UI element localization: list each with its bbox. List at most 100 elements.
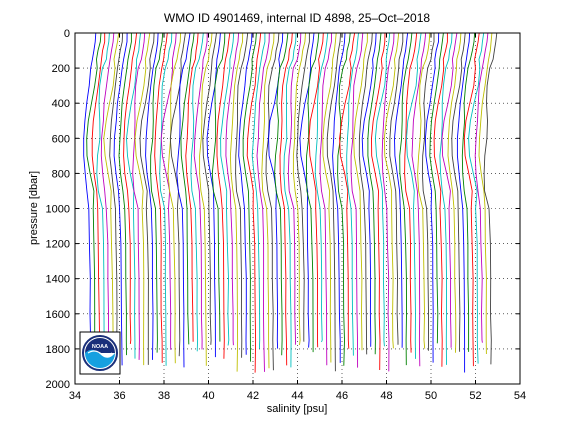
profile-line [167, 33, 182, 364]
profile-line [238, 33, 253, 355]
profile-line [296, 33, 310, 342]
profile-line [229, 33, 244, 372]
x-tick-label: 48 [380, 390, 392, 402]
y-tick-label: 1600 [46, 309, 70, 321]
profile-line [261, 33, 275, 369]
profile-line [361, 33, 377, 347]
profile-line [169, 33, 186, 357]
profile-line [429, 33, 444, 344]
profile-line [447, 33, 462, 353]
y-tick-label: 0 [64, 28, 70, 40]
profile-line [394, 33, 409, 348]
profile-line [404, 33, 418, 353]
profile-line [283, 33, 297, 368]
profile-line [139, 33, 155, 365]
profile-line [193, 33, 208, 350]
profile-line [332, 33, 346, 363]
profile-line [132, 33, 146, 360]
profile-line [406, 33, 422, 359]
profile-line [441, 33, 458, 348]
axis-ticks [74, 32, 521, 385]
profile-line [439, 33, 453, 365]
profile-line [346, 33, 359, 356]
grid [75, 33, 520, 384]
profile-line [451, 33, 466, 352]
profile-line [154, 33, 168, 363]
y-axis-title: pressure [dbar] [28, 171, 40, 245]
profile-line [463, 33, 480, 367]
profile-line [308, 33, 324, 348]
y-tick-label: 1800 [46, 344, 70, 356]
profile-line [145, 33, 159, 360]
profile-line [123, 33, 138, 344]
profile-line [103, 33, 120, 368]
profile-line [478, 33, 493, 355]
x-tick-label: 36 [113, 390, 125, 402]
profile-line [220, 33, 235, 346]
profile-line [176, 33, 191, 368]
profile-line [150, 33, 164, 353]
profile-line [159, 33, 173, 366]
y-tick-label: 1000 [46, 204, 70, 216]
profile-line [180, 33, 195, 345]
logo-sky [85, 338, 115, 353]
profile-line [411, 33, 427, 367]
profile-line [246, 33, 262, 373]
x-tick-labels: 34 36 38 40 42 44 46 48 50 52 54 [69, 390, 526, 402]
x-tick-label: 34 [69, 390, 81, 402]
profile-line [456, 33, 471, 373]
noaa-logo: NOAA [79, 331, 121, 375]
profile-line [319, 33, 333, 366]
profile-line [96, 33, 110, 353]
profile-line [461, 33, 476, 352]
y-tick-label: 600 [52, 133, 70, 145]
profile-line [468, 33, 485, 364]
profile-line [383, 33, 400, 349]
profile-line [91, 33, 106, 353]
profile-line [274, 33, 289, 356]
profile-line [265, 33, 280, 371]
logo-wave [85, 349, 115, 368]
profile-line [190, 33, 204, 352]
profile-line [202, 33, 217, 345]
profile-line [134, 33, 151, 366]
x-axis-title: salinity [psu] [267, 403, 328, 415]
profile-lines [83, 33, 498, 373]
profile-line [483, 33, 498, 365]
profile-line [83, 33, 97, 360]
profile-line [287, 33, 302, 345]
x-tick-label: 42 [247, 390, 259, 402]
logo-gull [87, 350, 113, 356]
x-tick-label: 38 [158, 390, 170, 402]
x-tick-label: 54 [514, 390, 526, 402]
logo-text: NOAA [92, 344, 108, 350]
profile-line [185, 33, 199, 342]
profile-line [389, 33, 404, 345]
profile-line [118, 33, 132, 356]
y-tick-label: 1200 [46, 239, 70, 251]
profile-line [371, 33, 386, 371]
profile-line [353, 33, 368, 351]
x-tick-label: 44 [291, 390, 303, 402]
y-tick-label: 2000 [46, 379, 70, 391]
chart-title: WMO ID 4901469, internal ID 4898, 25–Oct… [164, 11, 430, 25]
profile-line [367, 33, 382, 355]
profile-line [417, 33, 431, 349]
x-tick-label: 40 [202, 390, 214, 402]
y-tick-label: 400 [52, 98, 70, 110]
profile-line [113, 33, 128, 366]
profile-line [211, 33, 226, 342]
profile-line [251, 33, 266, 349]
profile-line [421, 33, 435, 351]
profile-line [314, 33, 329, 343]
profile-line [242, 33, 257, 362]
profile-line [399, 33, 413, 366]
profile-line [374, 33, 391, 347]
profile-line [256, 33, 270, 372]
y-tick-label: 800 [52, 168, 70, 180]
profile-line [350, 33, 364, 368]
profile-line [339, 33, 356, 349]
y-tick-label: 200 [52, 63, 70, 75]
y-tick-labels: 0 200 400 600 800 1000 1200 1400 1600 1800 2000 [46, 28, 70, 391]
